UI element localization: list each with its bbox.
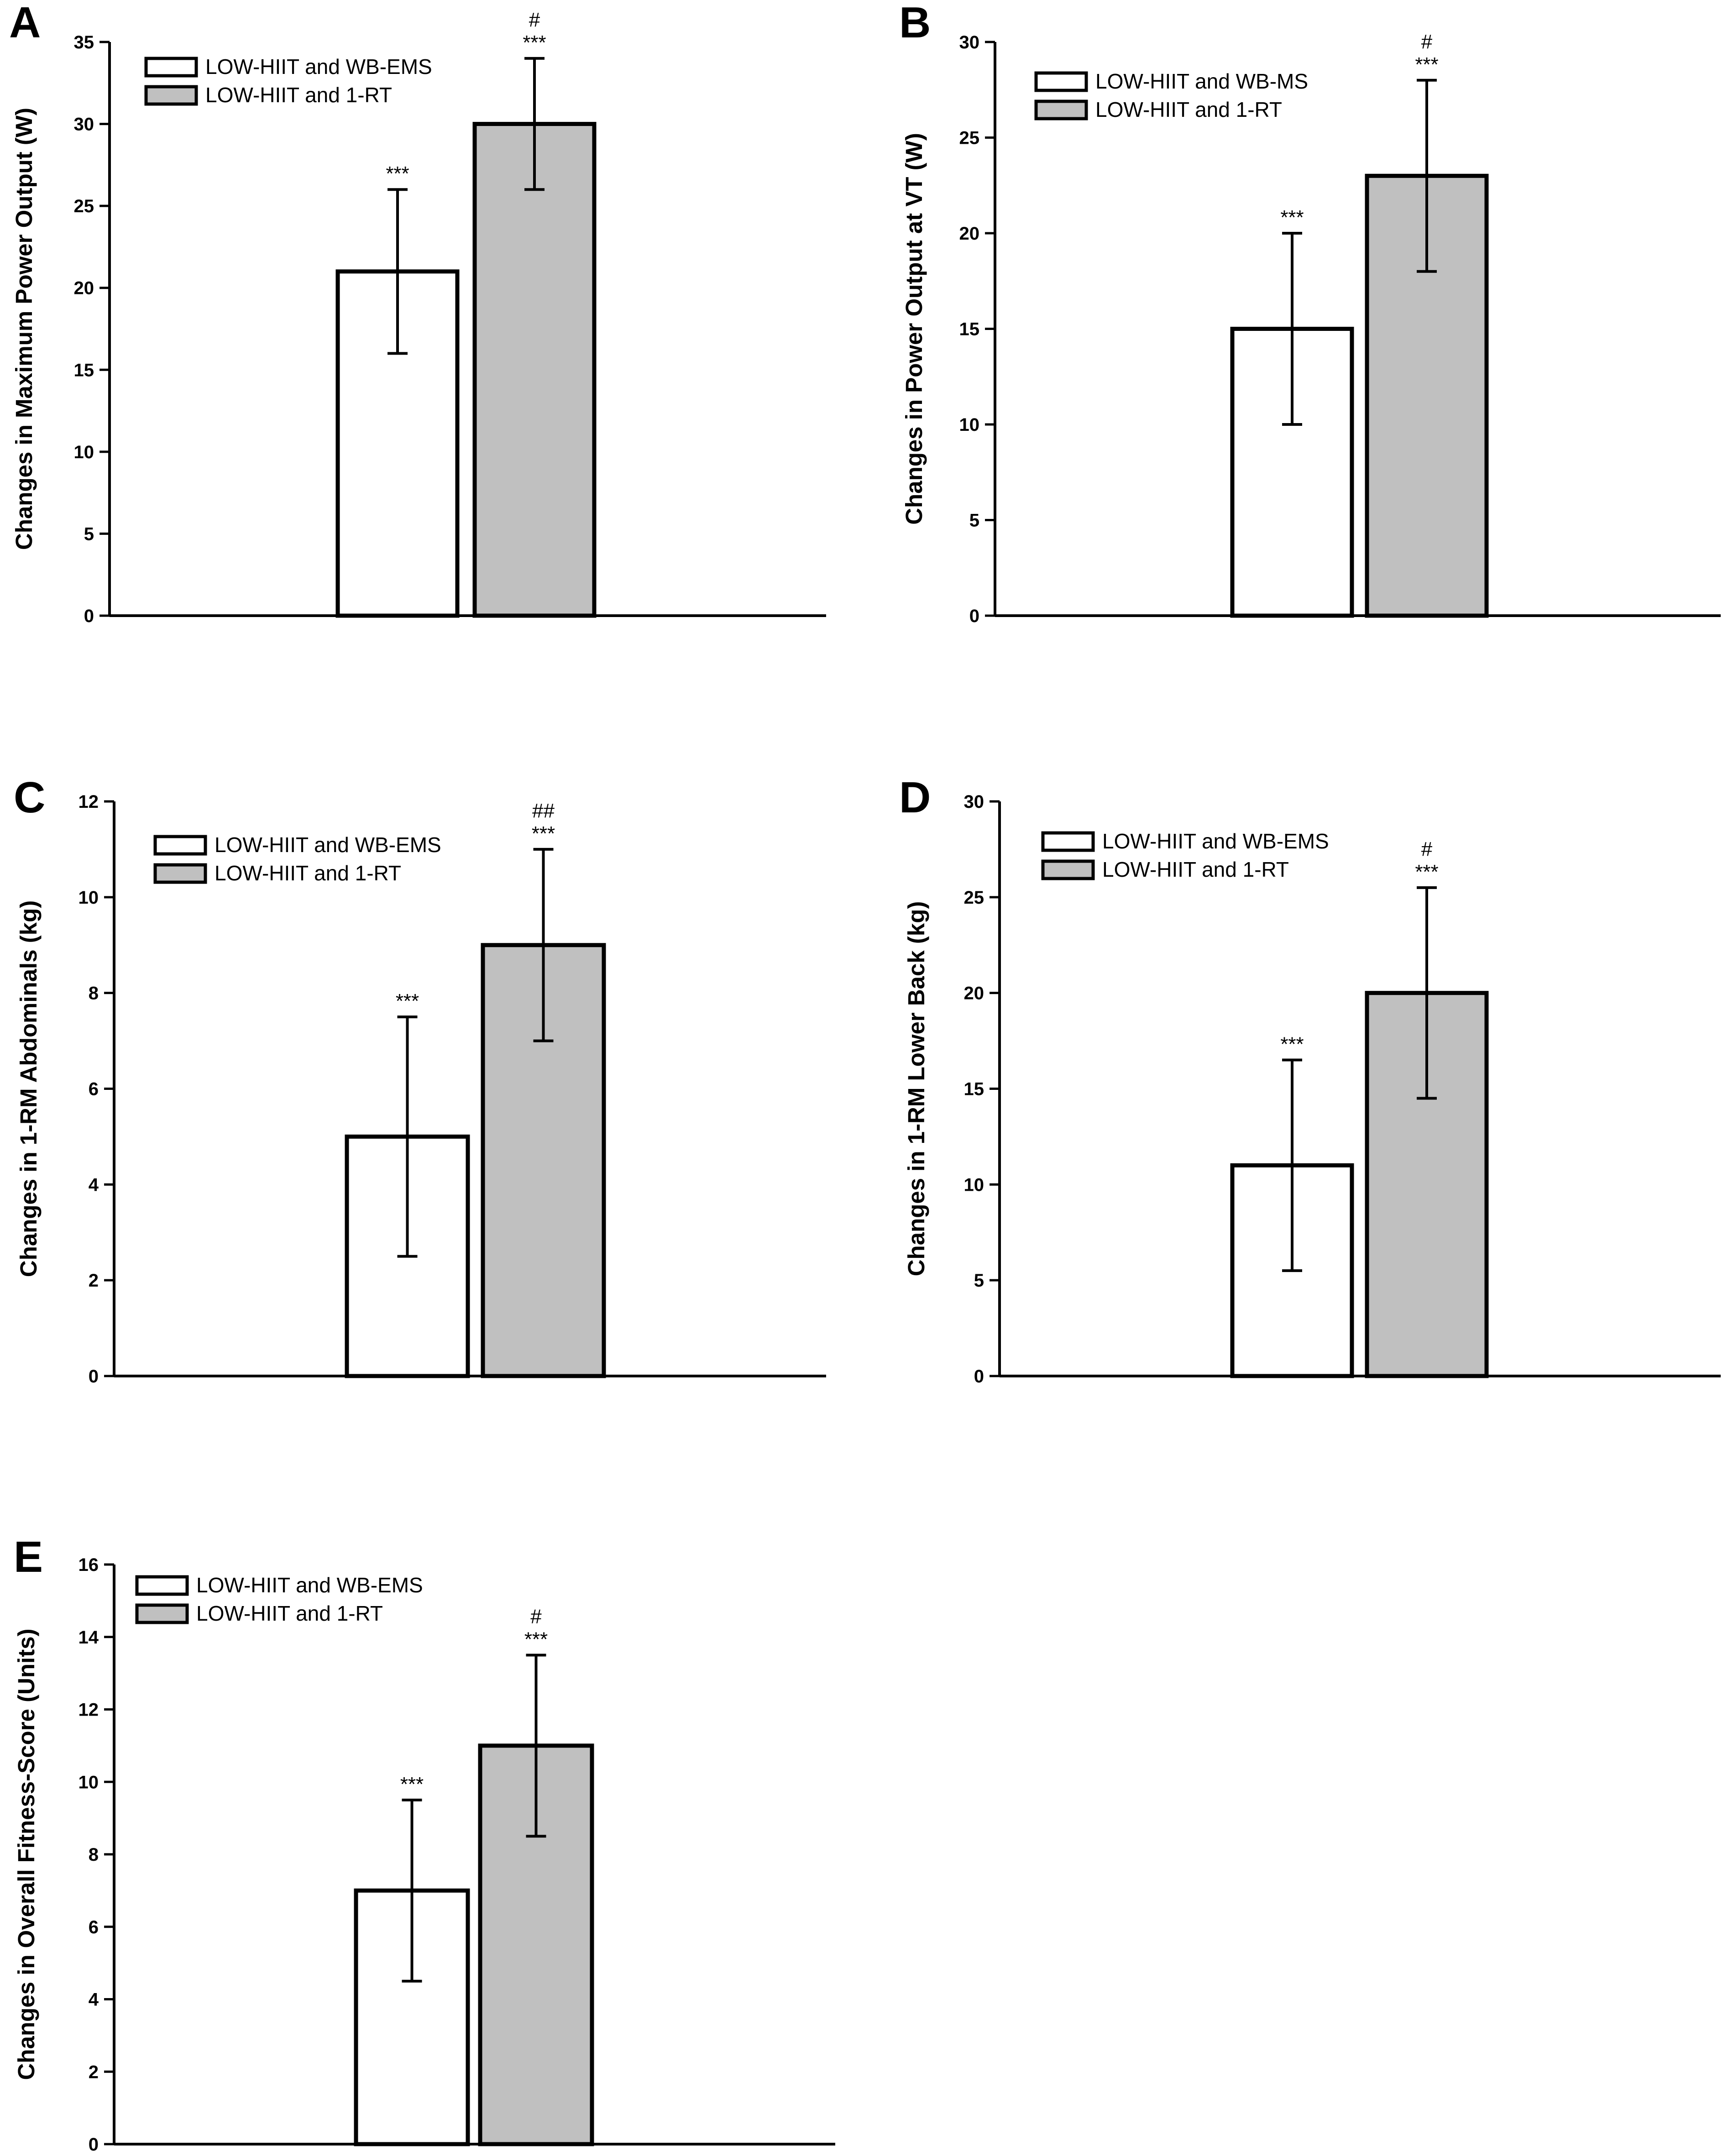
chart-panel-d: D Changes in 1-RM Lower Back (kg) 0 5 10 15 20…: [899, 773, 1721, 1387]
y-tick-label-d-2: 10: [964, 1175, 984, 1195]
y-tick-label-e-8: 16: [79, 1555, 99, 1575]
panel-label-b: B: [899, 0, 931, 47]
significance-c-2-1: ##: [532, 800, 555, 822]
y-tick-label-e-6: 12: [79, 1700, 99, 1720]
y-tick-label-a-6: 30: [74, 115, 94, 135]
y-tick-label-a-4: 20: [74, 278, 94, 298]
y-tick-label-a-2: 10: [74, 442, 94, 462]
y-tick-label-d-6: 30: [964, 792, 984, 812]
y-tick-label-a-1: 5: [84, 524, 94, 544]
y-tick-label-a-0: 0: [84, 606, 94, 626]
y-tick-label-c-3: 6: [89, 1079, 99, 1099]
significance-b-2-2: ***: [1415, 53, 1438, 76]
chart-panel-e: E Changes in Overall Fitness-Score (Units…: [13, 1533, 835, 2155]
panel-label-a: A: [9, 0, 41, 47]
significance-e-2-2: ***: [524, 1628, 548, 1650]
y-tick-label-c-1: 2: [89, 1271, 99, 1291]
y-tick-label-b-3: 15: [959, 319, 980, 340]
legend-label-b-1: LOW-HIIT and WB-MS: [1095, 69, 1308, 93]
legend-label-e-1: LOW-HIIT and WB-EMS: [196, 1573, 423, 1597]
y-tick-label-d-1: 5: [974, 1271, 984, 1291]
y-axis-label-b: Changes in Power Output at VT (W): [901, 133, 927, 524]
panel-label-c: C: [14, 773, 45, 822]
chart-panel-a: A Changes in Maximum Power Output (W) 0 5 10…: [9, 0, 826, 626]
y-axis-label-a: Changes in Maximum Power Output (W): [11, 108, 37, 550]
y-tick-label-e-4: 8: [89, 1845, 99, 1865]
y-tick-label-d-5: 25: [964, 888, 984, 908]
y-tick-label-b-6: 30: [959, 32, 980, 52]
y-tick-label-a-7: 35: [74, 32, 94, 52]
y-tick-label-b-4: 20: [959, 224, 980, 244]
legend-swatch-b-2: [1034, 99, 1088, 120]
legend-label-d-1: LOW-HIIT and WB-EMS: [1102, 829, 1329, 853]
significance-a-1-1: ***: [386, 162, 409, 185]
legend-swatch-a-1: [144, 57, 198, 78]
panel-label-d: D: [899, 773, 931, 822]
y-tick-label-e-2: 4: [89, 1990, 99, 2010]
y-tick-label-e-7: 14: [79, 1627, 99, 1648]
y-tick-label-d-0: 0: [974, 1366, 984, 1387]
y-tick-label-c-5: 10: [79, 888, 99, 908]
y-tick-label-c-6: 12: [79, 792, 99, 812]
legend-swatch-d-1: [1041, 831, 1095, 852]
y-tick-label-c-4: 8: [89, 984, 99, 1004]
significance-b-1-1: ***: [1280, 206, 1304, 229]
significance-a-2-1: #: [529, 9, 540, 31]
legend-label-c-1: LOW-HIIT and WB-EMS: [215, 833, 441, 857]
legend-swatch-b-1: [1034, 71, 1088, 92]
bar-a-series-2: [472, 122, 597, 618]
y-tick-label-e-3: 6: [89, 1917, 99, 1937]
y-tick-label-a-5: 25: [74, 196, 94, 216]
y-tick-label-d-3: 15: [964, 1079, 984, 1099]
panel-label-e: E: [14, 1533, 43, 1581]
legend-swatch-e-2: [135, 1603, 189, 1624]
legend-label-c-2: LOW-HIIT and 1-RT: [215, 861, 401, 885]
legend-swatch-e-1: [135, 1575, 189, 1596]
y-tick-label-a-3: 15: [74, 360, 94, 380]
significance-b-2-1: #: [1421, 31, 1433, 53]
y-axis-label-e: Changes in Overall Fitness-Score (Units): [13, 1628, 39, 2080]
significance-d-2-2: ***: [1415, 861, 1438, 883]
significance-a-2-2: ***: [523, 31, 546, 54]
y-tick-label-b-0: 0: [969, 606, 979, 626]
legend-swatch-d-2: [1041, 859, 1095, 880]
significance-c-2-2: ***: [532, 822, 555, 845]
y-tick-label-d-4: 20: [964, 984, 984, 1004]
y-tick-label-b-2: 10: [959, 415, 980, 435]
y-tick-label-e-0: 0: [89, 2135, 99, 2155]
legend-swatch-c-1: [153, 835, 207, 856]
chart-panel-b: B Changes in Power Output at VT (W) 0 5 10 15…: [899, 0, 1721, 626]
y-tick-label-c-2: 4: [89, 1175, 99, 1195]
significance-d-1-1: ***: [1280, 1033, 1304, 1056]
legend-label-a-2: LOW-HIIT and 1-RT: [205, 83, 392, 107]
y-tick-label-e-1: 2: [89, 2062, 99, 2082]
legend-label-d-2: LOW-HIIT and 1-RT: [1102, 858, 1289, 881]
significance-d-2-1: #: [1421, 838, 1433, 860]
y-tick-label-c-0: 0: [89, 1366, 99, 1387]
y-tick-label-e-5: 10: [79, 1772, 99, 1792]
legend-label-a-1: LOW-HIIT and WB-EMS: [205, 55, 432, 78]
y-axis-label-d: Changes in 1-RM Lower Back (kg): [903, 901, 929, 1277]
chart-panel-c: C Changes in 1-RM Abdominals (kg) 0 2 4 6 8 10 1…: [14, 773, 826, 1387]
legend-label-b-2: LOW-HIIT and 1-RT: [1095, 98, 1282, 121]
y-tick-label-b-5: 25: [959, 128, 980, 148]
legend-label-e-2: LOW-HIIT and 1-RT: [196, 1601, 383, 1625]
legend-swatch-c-2: [153, 863, 207, 884]
significance-c-1-1: ***: [396, 990, 419, 1012]
y-axis-label-c: Changes in 1-RM Abdominals (kg): [16, 900, 42, 1277]
legend-swatch-a-2: [144, 85, 198, 106]
significance-e-1-1: ***: [400, 1773, 424, 1795]
significance-e-2-1: #: [530, 1605, 542, 1627]
y-tick-label-b-1: 5: [969, 511, 979, 531]
